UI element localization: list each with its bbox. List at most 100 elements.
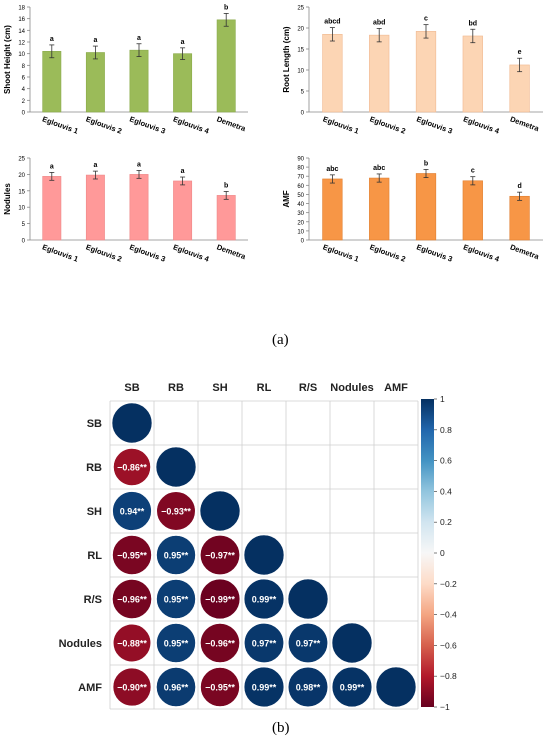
column-label: Nodules [330, 382, 373, 394]
y-tick-label: 25 [297, 6, 304, 12]
correlation-circle [243, 578, 285, 620]
significance-letter: c [424, 16, 428, 23]
correlation-value-label: −0.86** [117, 463, 147, 473]
colorbar-tick-label: 1 [440, 394, 445, 404]
bar-chart-shoot-height: 0 2 4 6 8 10 12 14 16 18 Shoot Height (cm) a Eglouvi… [3, 4, 248, 136]
x-tick-label: Eglouvis 2 [369, 242, 407, 263]
correlation-circle [112, 623, 152, 663]
correlation-circle [156, 623, 196, 663]
colorbar-tick-label: 0.8 [440, 425, 452, 435]
significance-letter: a [181, 39, 185, 46]
y-tick-label: 90 [297, 157, 304, 163]
x-tick-label: Eglouvis 2 [85, 114, 123, 135]
correlation-heatmap: SB SB RB RB SH SH RL RL R/S R/S Nodules Nodules AMF A… [59, 382, 419, 710]
x-tick-label: Eglouvis 3 [415, 242, 453, 263]
y-tick-label: 0 [301, 239, 305, 245]
y-tick-label: 20 [297, 220, 304, 226]
row-label: SB [87, 418, 102, 430]
y-tick-label: 10 [297, 229, 304, 235]
y-tick-label: 10 [18, 206, 25, 212]
y-tick-label: 2 [22, 99, 26, 105]
significance-letter: abc [373, 165, 385, 172]
correlation-circle [199, 490, 241, 532]
column-label: AMF [384, 382, 408, 394]
correlation-value-label: −0.99** [205, 595, 235, 605]
bar [216, 19, 236, 113]
correlation-value-label: −0.96** [205, 639, 235, 649]
x-tick-label: Eglouvis 4 [462, 242, 501, 264]
x-tick-label: Demetra [216, 242, 248, 261]
y-tick-label: 0 [22, 239, 26, 245]
x-tick-label: Eglouvis 4 [462, 114, 501, 136]
row-label: SH [87, 506, 102, 518]
significance-letter: b [424, 160, 428, 167]
bar [173, 180, 193, 241]
colorbar-tick-label: −0.6 [440, 640, 457, 650]
panel-label-a: (a) [272, 332, 289, 348]
correlation-circle [200, 535, 240, 575]
bar [369, 34, 390, 113]
x-tick-label: Eglouvis 1 [322, 242, 360, 263]
bar [216, 195, 236, 241]
column-label: RB [168, 382, 184, 394]
significance-letter: bd [469, 20, 478, 27]
correlation-value-label: 0.97** [252, 639, 277, 649]
bar [129, 49, 149, 113]
correlation-value-label: 0.99** [252, 595, 277, 605]
x-tick-label: Eglouvis 2 [369, 114, 407, 135]
correlation-circle [331, 622, 373, 664]
y-tick-label: 30 [297, 211, 304, 217]
correlation-value-label: −0.97** [205, 551, 235, 561]
column-label: SB [124, 382, 139, 394]
bar [415, 173, 437, 241]
significance-letter: b [224, 182, 228, 189]
y-tick-label: 5 [301, 90, 305, 96]
x-tick-label: Demetra [509, 242, 541, 261]
y-tick-label: 16 [18, 17, 25, 23]
significance-letter: b [224, 4, 228, 11]
correlation-value-label: 0.97** [296, 639, 321, 649]
column-label: RL [257, 382, 272, 394]
correlation-value-label: 0.94** [120, 507, 145, 517]
correlation-value-label: 0.96** [164, 683, 189, 693]
y-tick-label: 40 [297, 202, 304, 208]
y-tick-label: 6 [22, 76, 26, 82]
correlation-value-label: −0.93** [161, 507, 191, 517]
row-label: R/S [84, 594, 102, 606]
correlation-circle [112, 667, 152, 707]
y-tick-label: 5 [22, 222, 26, 228]
column-label: SH [212, 382, 227, 394]
y-tick-label: 14 [18, 29, 25, 35]
y-tick-label: 10 [18, 52, 25, 58]
correlation-circle [243, 666, 285, 708]
panel-label-b: (b) [272, 720, 290, 736]
y-tick-label: 15 [18, 189, 25, 195]
correlation-circle [200, 667, 240, 707]
y-tick-label: 0 [22, 111, 26, 117]
significance-letter: c [471, 168, 475, 175]
bar [415, 31, 437, 113]
bar [369, 177, 390, 241]
x-tick-label: Eglouvis 3 [128, 242, 166, 263]
colorbar-tick-label: 0 [440, 548, 445, 558]
bar [173, 53, 193, 113]
correlation-circle [375, 666, 417, 708]
bar [42, 176, 62, 241]
correlation-circle [288, 623, 328, 663]
correlation-value-label: −0.95** [205, 683, 235, 693]
column-label: R/S [299, 382, 317, 394]
correlation-value-label: −0.88** [117, 639, 147, 649]
correlation-circle [112, 579, 152, 619]
bar [509, 195, 530, 241]
bar [462, 35, 483, 113]
row-label: AMF [78, 682, 102, 694]
significance-letter: a [93, 162, 97, 169]
x-tick-label: Eglouvis 4 [172, 242, 211, 264]
row-label: RB [86, 462, 102, 474]
correlation-circle [287, 666, 329, 708]
correlation-value-label: 0.95** [164, 595, 189, 605]
bar [322, 178, 343, 241]
correlation-circle [200, 623, 240, 663]
colorbar-tick-label: 0.2 [440, 517, 452, 527]
y-axis-label: Nodules [3, 183, 12, 215]
